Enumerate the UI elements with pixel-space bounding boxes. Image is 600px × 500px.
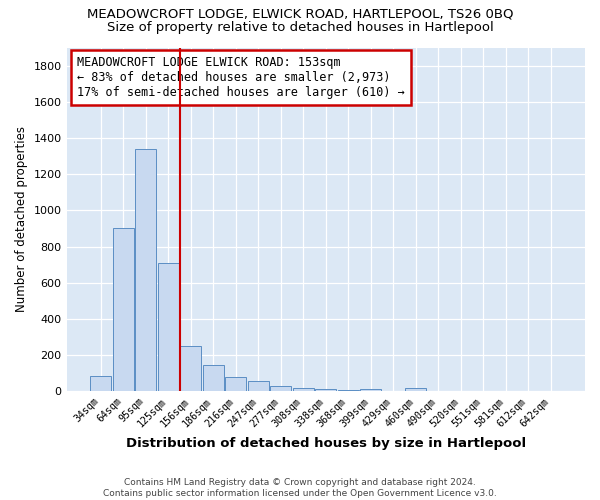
X-axis label: Distribution of detached houses by size in Hartlepool: Distribution of detached houses by size … (126, 437, 526, 450)
Bar (113, 228, 134, 392)
Bar (405, 388, 427, 392)
Bar (248, 382, 269, 392)
Y-axis label: Number of detached properties: Number of detached properties (15, 126, 28, 312)
Bar (180, 346, 202, 392)
Text: Contains HM Land Registry data © Crown copyright and database right 2024.
Contai: Contains HM Land Registry data © Crown c… (103, 478, 497, 498)
Bar (225, 377, 247, 392)
Text: Size of property relative to detached houses in Hartlepool: Size of property relative to detached ho… (107, 21, 493, 34)
Bar (135, 149, 157, 392)
Bar (338, 390, 359, 392)
Bar (158, 263, 179, 392)
Bar (90, 376, 112, 392)
Text: MEADOWCROFT LODGE, ELWICK ROAD, HARTLEPOOL, TS26 0BQ: MEADOWCROFT LODGE, ELWICK ROAD, HARTLEPO… (87, 8, 513, 20)
Bar (203, 365, 224, 392)
Bar (293, 388, 314, 392)
Bar (315, 389, 337, 392)
Bar (270, 386, 292, 392)
Bar (360, 389, 382, 392)
Text: MEADOWCROFT LODGE ELWICK ROAD: 153sqm
← 83% of detached houses are smaller (2,97: MEADOWCROFT LODGE ELWICK ROAD: 153sqm ← … (77, 56, 404, 99)
